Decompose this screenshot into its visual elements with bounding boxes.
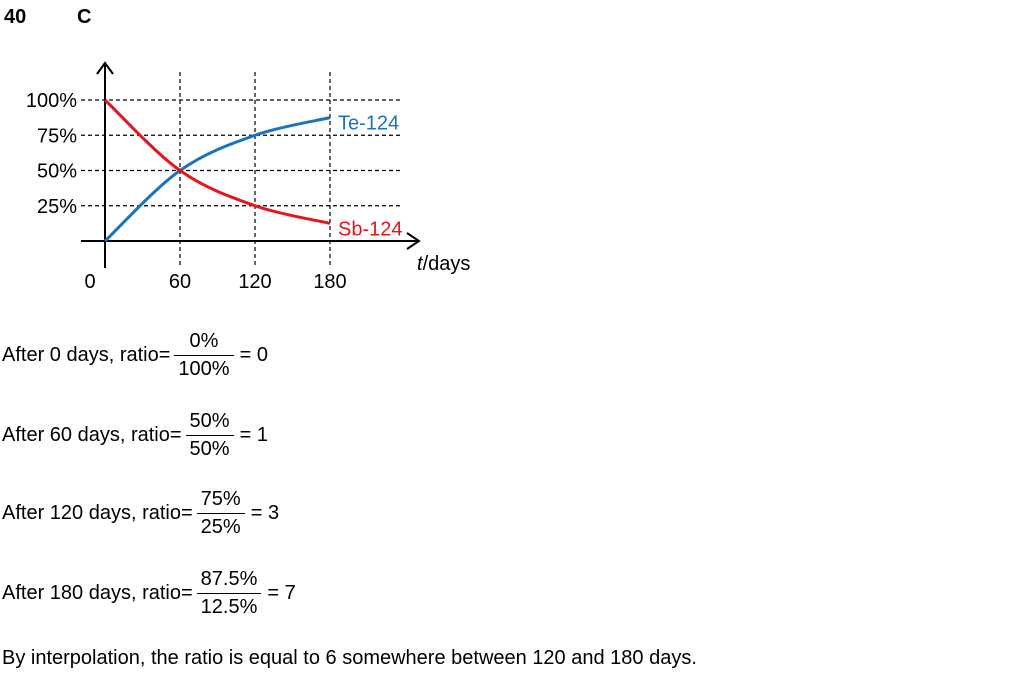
ratio-fraction: 87.5% 12.5%	[196, 568, 262, 619]
y-tick-label: 25%	[37, 196, 77, 218]
step-result: = 1	[239, 424, 268, 446]
ratio-step-3: After 180 days, ratio= 87.5% 12.5% = 7	[2, 568, 296, 619]
step-prefix: After 120 days, ratio=	[2, 502, 193, 524]
fraction-denominator: 25%	[196, 513, 245, 539]
step-prefix: After 60 days, ratio=	[2, 424, 182, 446]
step-prefix: After 180 days, ratio=	[2, 582, 193, 604]
ratio-fraction: 75% 25%	[196, 488, 245, 539]
ratio-fraction: 50% 50%	[185, 410, 234, 461]
ratio-fraction: 0% 100%	[174, 330, 234, 381]
x-tick-label: 180	[313, 271, 346, 293]
step-result: = 3	[250, 502, 280, 524]
fraction-denominator: 100%	[174, 355, 234, 381]
fraction-denominator: 50%	[185, 435, 234, 461]
y-axis-arrow	[96, 61, 114, 75]
x-tick-label: 60	[169, 271, 191, 293]
question-number: 40	[4, 6, 27, 28]
fraction-numerator: 87.5%	[200, 568, 258, 590]
step-prefix: After 0 days, ratio=	[2, 344, 171, 366]
chart-curves	[103, 98, 331, 243]
conclusion-text: By interpolation, the ratio is equal to …	[2, 647, 697, 669]
series-label: Te-124	[338, 113, 399, 135]
y-tick-label: 50%	[37, 161, 77, 183]
series-line	[103, 98, 331, 225]
decay-chart: 25% 50% 75% 100% 0 60 120 180 t/days Te-124 Sb-124	[26, 61, 471, 293]
fraction-numerator: 0%	[189, 330, 219, 352]
series-line	[103, 116, 331, 243]
step-result: = 0	[239, 344, 268, 366]
fraction-numerator: 75%	[200, 488, 241, 510]
ratio-step-0: After 0 days, ratio= 0% 100% = 0	[2, 330, 268, 381]
fraction-numerator: 50%	[189, 410, 230, 432]
step-result: = 7	[267, 582, 296, 604]
x-tick-label: 120	[238, 271, 271, 293]
x-tick-label: 0	[84, 271, 95, 293]
answer-letter: C	[77, 6, 92, 28]
ratio-step-1: After 60 days, ratio= 50% 50% = 1	[2, 410, 268, 461]
x-axis-label: t/days	[417, 253, 470, 275]
series-label: Sb-124	[338, 218, 403, 240]
chart-labels: 25% 50% 75% 100% 0 60 120 180 t/days Te-124 Sb-124	[26, 90, 471, 293]
chart-axes	[81, 61, 421, 268]
y-tick-label: 100%	[26, 90, 77, 112]
x-axis-arrow	[406, 232, 421, 250]
ratio-step-2: After 120 days, ratio= 75% 25% = 3	[2, 488, 279, 539]
fraction-denominator: 12.5%	[196, 593, 262, 619]
y-tick-label: 75%	[37, 125, 77, 147]
